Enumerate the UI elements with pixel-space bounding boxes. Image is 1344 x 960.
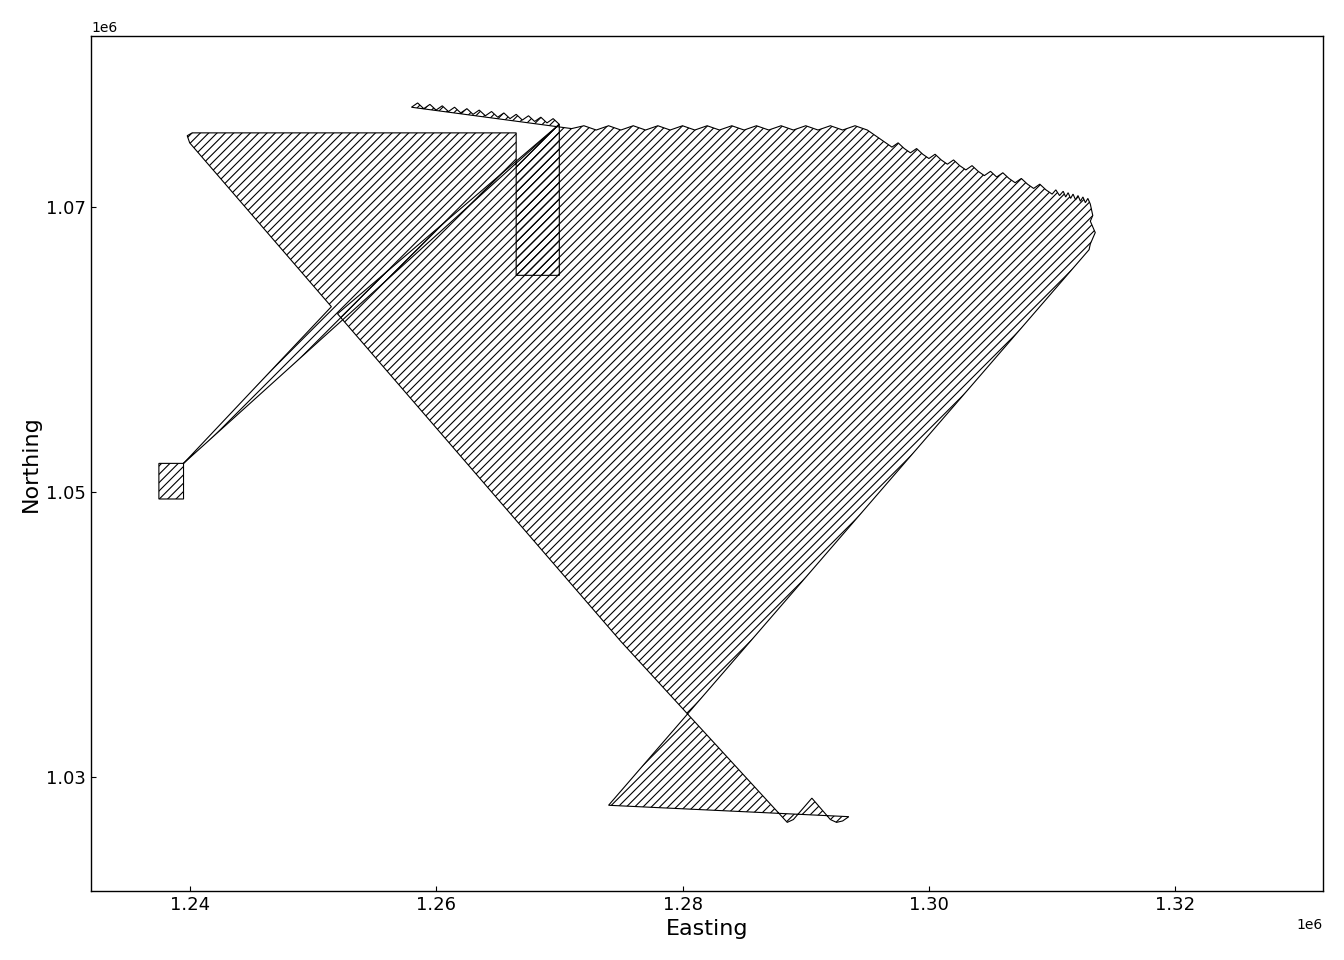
Y-axis label: Northing: Northing (22, 415, 40, 512)
X-axis label: Easting: Easting (665, 919, 749, 939)
